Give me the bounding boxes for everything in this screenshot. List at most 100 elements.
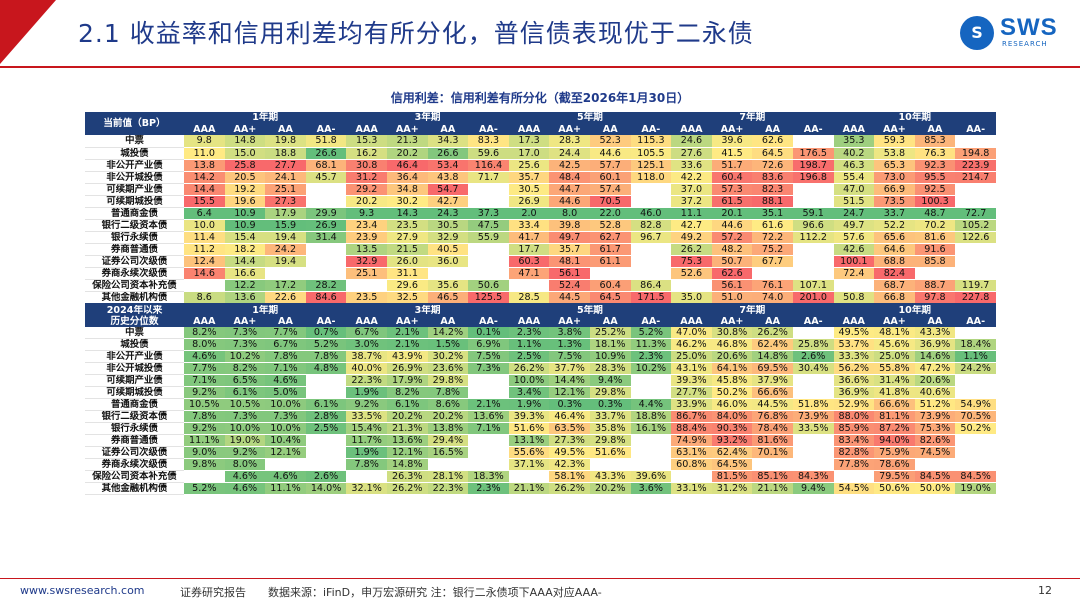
value-cell: 30.4% bbox=[792, 362, 834, 376]
value-cell: 14.8% bbox=[752, 350, 793, 364]
footer-website[interactable]: www.swsresearch.com bbox=[20, 584, 145, 597]
value-cell: 43.1% bbox=[671, 362, 712, 376]
table-row: 中票 8.2% 7.3% 7.7% 0.7% 6.7% 2.1% 14.2% 0.1% 2.3% 3… bbox=[85, 327, 996, 340]
value-cell: 118.0 bbox=[630, 171, 672, 184]
value-cell: 10.9 bbox=[224, 207, 266, 220]
value-cell: 10.2% bbox=[224, 350, 266, 364]
value-cell: 9.8% bbox=[184, 458, 225, 472]
value-cell: 64.6 bbox=[874, 243, 915, 256]
value-cell: 42.2 bbox=[671, 171, 712, 184]
value-cell: 15.9 bbox=[265, 219, 306, 232]
value-cell: 51.7 bbox=[711, 159, 753, 172]
term-header: 5年期 bbox=[508, 112, 672, 124]
value-cell: 9.8 bbox=[184, 135, 225, 148]
value-cell: 7.3% bbox=[224, 410, 266, 424]
value-cell: 33.1% bbox=[671, 482, 712, 496]
value-cell bbox=[955, 434, 996, 448]
table-row: 城投债 8.0% 7.3% 6.7% 5.2% 3.0% 2.1% 1.5% 6.9% 1.1% 1… bbox=[85, 338, 996, 352]
value-cell: 63.1% bbox=[671, 446, 712, 460]
value-cell: 10.2% bbox=[630, 362, 672, 376]
value-cell: 14.4% bbox=[549, 374, 590, 388]
value-cell: 223.9 bbox=[955, 159, 996, 172]
value-cell: 19.2 bbox=[224, 183, 266, 196]
value-cell: 33.6 bbox=[671, 159, 712, 172]
value-cell: 6.4 bbox=[184, 207, 225, 220]
value-cell: 28.2 bbox=[305, 279, 347, 292]
value-cell: 24.1 bbox=[265, 171, 306, 184]
value-cell bbox=[792, 458, 834, 472]
value-cell: 47.5 bbox=[468, 219, 509, 232]
term-header: 3年期 bbox=[346, 112, 509, 124]
grade-header: AAA bbox=[671, 123, 712, 136]
value-cell bbox=[792, 195, 834, 208]
value-cell: 51.2% bbox=[914, 398, 956, 412]
value-cell: 16.2 bbox=[346, 147, 387, 160]
value-cell: 18.3% bbox=[468, 470, 509, 484]
grade-header: AA- bbox=[468, 315, 509, 328]
value-cell: 20.6% bbox=[711, 350, 753, 364]
table-row: 券商普通债 11.1% 19.0% 10.4% 11.7% 13.6% 29.4% 13.1%… bbox=[85, 434, 996, 448]
table-row: 银行二级资本债 10.0 10.9 15.9 26.9 23.4 23.5 30.5 47.5 3… bbox=[85, 219, 996, 232]
value-cell: 29.9 bbox=[305, 207, 347, 220]
value-cell: 12.4 bbox=[184, 255, 225, 268]
value-cell bbox=[955, 135, 996, 148]
value-cell: 50.7 bbox=[711, 255, 753, 268]
value-cell bbox=[955, 243, 996, 256]
value-cell bbox=[752, 267, 793, 280]
value-cell: 90.3% bbox=[711, 422, 753, 436]
value-cell: 85.3 bbox=[914, 135, 956, 148]
grade-header: AA+ bbox=[711, 123, 753, 136]
value-cell: 13.8% bbox=[427, 422, 469, 436]
value-cell: 41.8% bbox=[874, 386, 915, 400]
value-cell: 81.6 bbox=[914, 231, 956, 244]
value-cell: 75.3% bbox=[914, 422, 956, 436]
value-cell: 61.7 bbox=[589, 243, 631, 256]
value-cell: 73.5 bbox=[874, 195, 915, 208]
value-cell: 0.1% bbox=[468, 327, 509, 340]
value-cell: 10.5% bbox=[184, 398, 225, 412]
value-cell: 83.6 bbox=[752, 171, 793, 184]
value-cell: 3.8% bbox=[549, 327, 590, 340]
value-cell: 92.3 bbox=[914, 159, 956, 172]
value-cell: 50.0% bbox=[914, 482, 956, 496]
value-cell: 35.7 bbox=[549, 243, 590, 256]
table-row: 可续期城投债 9.2% 6.1% 5.0% 1.9% 8.2% 7.8% 3.4% 12.1% 2… bbox=[85, 386, 996, 400]
table-row: 保险公司资本补充债 4.6% 4.6% 2.6% 26.3% 28.1% 18.3% 58.1… bbox=[85, 470, 996, 484]
value-cell: 15.4 bbox=[224, 231, 266, 244]
value-cell: 2.3% bbox=[468, 482, 509, 496]
value-cell: 47.0 bbox=[833, 183, 875, 196]
value-cell: 96.6 bbox=[792, 219, 834, 232]
row-label: 券商永续次级债 bbox=[85, 267, 184, 280]
value-cell: 44.6 bbox=[549, 195, 590, 208]
value-cell: 20.2% bbox=[386, 410, 428, 424]
value-cell bbox=[184, 279, 225, 292]
value-cell: 24.2% bbox=[955, 362, 996, 376]
value-cell: 11.1 bbox=[671, 207, 712, 220]
value-cell: 24.6 bbox=[671, 135, 712, 148]
value-cell bbox=[630, 374, 672, 388]
table-row: 银行二级资本债 7.8% 7.3% 7.3% 2.8% 33.5% 20.2% 20.2% 13… bbox=[85, 410, 996, 424]
value-cell: 50.2% bbox=[711, 386, 753, 400]
value-cell: 64.5% bbox=[711, 458, 753, 472]
value-cell: 53.7% bbox=[833, 338, 875, 352]
value-cell: 46.2% bbox=[671, 338, 712, 352]
value-cell: 27.7 bbox=[265, 159, 306, 172]
value-cell: 47.2% bbox=[914, 362, 956, 376]
value-cell: 37.0 bbox=[671, 183, 712, 196]
value-cell: 70.5 bbox=[589, 195, 631, 208]
table-caption: 信用利差：信用利差有所分化（截至2026年1月30日） bbox=[390, 91, 690, 105]
value-cell: 42.3% bbox=[549, 458, 590, 472]
value-cell: 12.1% bbox=[265, 446, 306, 460]
value-cell: 30.5 bbox=[508, 183, 550, 196]
value-cell bbox=[792, 446, 834, 460]
value-cell: 227.8 bbox=[955, 291, 996, 305]
value-cell bbox=[792, 243, 834, 256]
grade-header: AA- bbox=[630, 123, 672, 136]
value-cell: 19.4 bbox=[265, 255, 306, 268]
grade-header: AAA bbox=[508, 123, 550, 136]
value-cell: 1.5% bbox=[427, 338, 469, 352]
value-cell: 29.8% bbox=[589, 386, 631, 400]
value-cell: 53.8 bbox=[874, 147, 915, 160]
grade-header: AAA bbox=[833, 315, 875, 328]
value-cell: 44.5 bbox=[549, 291, 590, 305]
